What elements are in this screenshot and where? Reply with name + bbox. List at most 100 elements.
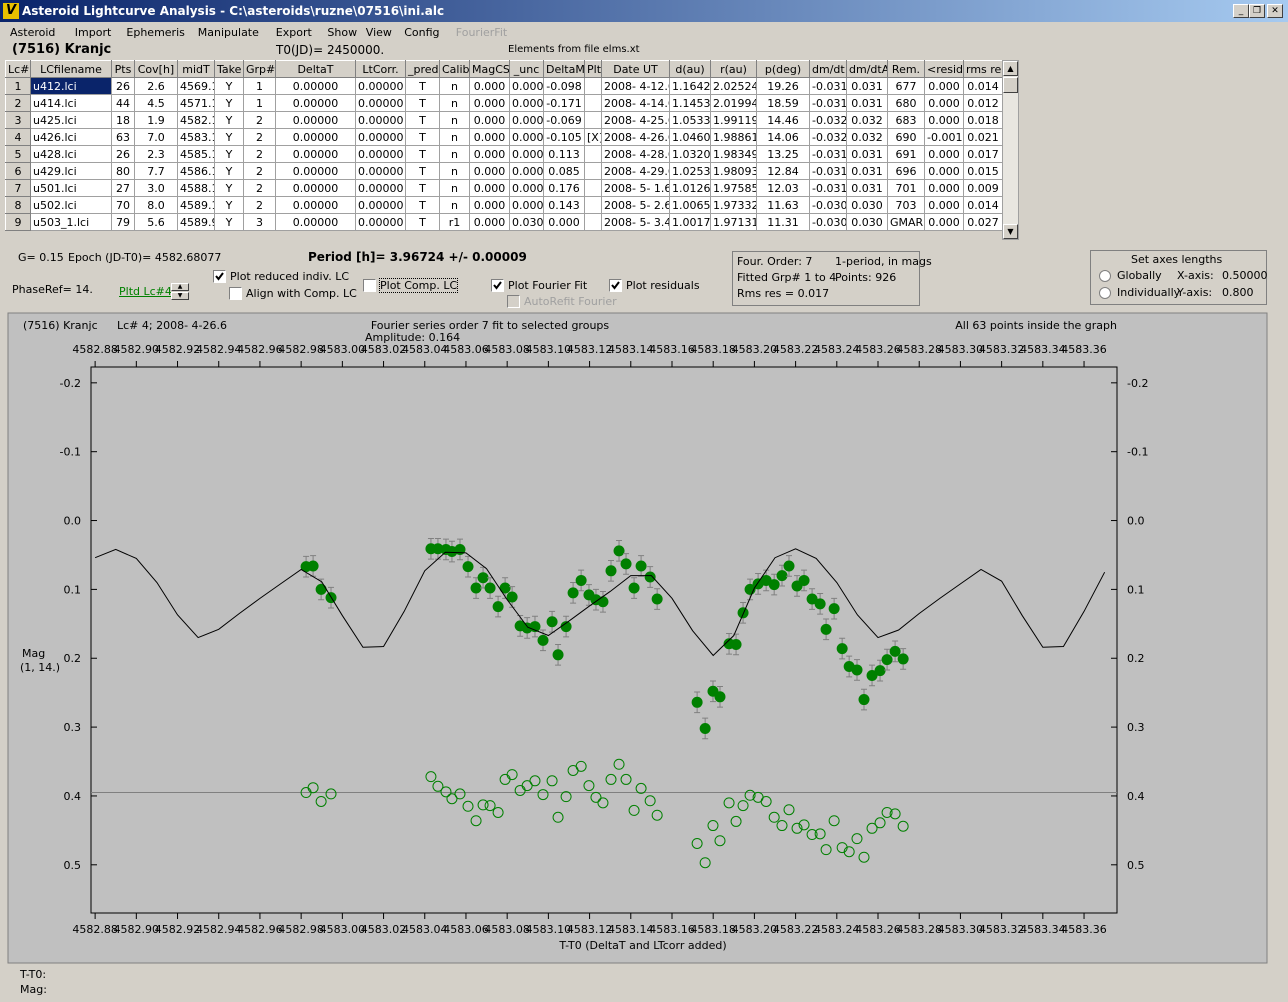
table-cell[interactable]: 4569.1 — [177, 77, 215, 95]
scroll-thumb[interactable] — [1003, 77, 1018, 93]
column-header[interactable]: LtCorr. — [355, 60, 406, 78]
table-cell[interactable]: 4583.1 — [177, 128, 215, 146]
table-cell[interactable]: 2008- 4-25.6 — [601, 111, 670, 129]
table-cell[interactable]: 14.06 — [756, 128, 810, 146]
table-cell[interactable]: n — [439, 128, 470, 146]
table-cell[interactable]: Y — [214, 162, 244, 180]
table-cell[interactable]: Y — [214, 77, 244, 95]
column-header[interactable]: Cov[h] — [134, 60, 178, 78]
table-cell[interactable]: 0.014 — [963, 196, 1003, 214]
table-cell[interactable]: 1.9 — [134, 111, 178, 129]
table-cell[interactable]: 0.000 — [469, 94, 510, 112]
row-header[interactable]: 9 — [5, 213, 31, 231]
table-cell[interactable]: 0.000 — [509, 111, 544, 129]
table-cell[interactable]: 2008- 4-12.6 — [601, 77, 670, 95]
table-cell[interactable]: 4586.1 — [177, 162, 215, 180]
table-cell[interactable]: 0.00000 — [275, 77, 356, 95]
table-cell[interactable]: 0.012 — [963, 94, 1003, 112]
column-header[interactable]: Plt — [584, 60, 602, 78]
table-cell[interactable]: [X] — [584, 128, 602, 146]
table-cell[interactable]: 0.000 — [924, 213, 964, 231]
table-cell[interactable]: u501.lci — [30, 179, 112, 197]
table-cell[interactable]: 1.98861 — [710, 128, 757, 146]
table-cell[interactable]: 0.00000 — [355, 213, 406, 231]
table-cell[interactable]: 0.000 — [469, 145, 510, 163]
table-cell[interactable]: T — [405, 179, 440, 197]
table-cell[interactable]: -0.031 — [809, 145, 847, 163]
table-cell[interactable]: Y — [214, 94, 244, 112]
menu-item[interactable]: View — [365, 26, 392, 39]
table-cell[interactable]: 0.00000 — [355, 94, 406, 112]
column-header[interactable]: MagCS — [469, 60, 510, 78]
checkbox-label[interactable]: Align with Comp. LC — [246, 287, 357, 300]
table-cell[interactable]: 18 — [111, 111, 135, 129]
table-cell[interactable]: 1.16425 — [669, 77, 711, 95]
column-header[interactable]: r(au) — [710, 60, 757, 78]
table-cell[interactable]: -0.031 — [809, 77, 847, 95]
table-cell[interactable]: n — [439, 196, 470, 214]
row-header[interactable]: 3 — [5, 111, 31, 129]
table-cell[interactable]: 0.00000 — [355, 179, 406, 197]
table-cell[interactable]: 26 — [111, 77, 135, 95]
table-cell[interactable]: -0.069 — [543, 111, 585, 129]
table-cell[interactable]: 0.000 — [509, 128, 544, 146]
table-cell[interactable]: u503_1.lci — [30, 213, 112, 231]
table-cell[interactable]: 0.00000 — [355, 77, 406, 95]
table-cell[interactable]: Y — [214, 179, 244, 197]
table-cell[interactable]: 2008- 4-29.6 — [601, 162, 670, 180]
table-cell[interactable]: Y — [214, 128, 244, 146]
table-cell[interactable]: 3 — [243, 213, 276, 231]
table-cell[interactable] — [584, 111, 602, 129]
radio-label[interactable]: Individually — [1117, 286, 1181, 299]
table-cell[interactable]: 1.05333 — [669, 111, 711, 129]
table-row[interactable]: 1u412.lci262.64569.1Y10.000000.00000Tn0.… — [5, 77, 1003, 95]
column-header[interactable]: Pts — [111, 60, 135, 78]
menu-item[interactable]: Manipulate — [197, 26, 259, 39]
table-cell[interactable]: 0.000 — [469, 213, 510, 231]
table-cell[interactable]: 0.032 — [846, 128, 888, 146]
table-cell[interactable]: 4582.1 — [177, 111, 215, 129]
table-cell[interactable]: 0.00000 — [355, 128, 406, 146]
table-cell[interactable]: T — [405, 77, 440, 95]
table-cell[interactable]: 26 — [111, 145, 135, 163]
table-cell[interactable]: -0.031 — [809, 162, 847, 180]
table-row[interactable]: 9u503_1.lci795.64589.9Y30.000000.00000Tr… — [5, 213, 1003, 231]
table-cell[interactable]: 0.00000 — [275, 94, 356, 112]
table-cell[interactable]: 1.97585 — [710, 179, 757, 197]
table-cell[interactable]: -0.032 — [809, 128, 847, 146]
table-cell[interactable]: 18.59 — [756, 94, 810, 112]
lc-spinner[interactable]: ▲ ▼ — [171, 283, 189, 300]
table-cell[interactable]: 1.04605 — [669, 128, 711, 146]
table-cell[interactable]: 4585.1 — [177, 145, 215, 163]
table-cell[interactable]: 0.009 — [963, 179, 1003, 197]
table-cell[interactable]: 0.00000 — [275, 196, 356, 214]
column-header[interactable]: Lc# — [5, 60, 31, 78]
table-cell[interactable]: 2 — [243, 145, 276, 163]
table-cell[interactable]: 2 — [243, 179, 276, 197]
table-cell[interactable]: 0.000 — [469, 111, 510, 129]
table-cell[interactable]: 680 — [887, 94, 925, 112]
table-cell[interactable] — [584, 179, 602, 197]
table-cell[interactable]: u429.lci — [30, 162, 112, 180]
table-cell[interactable]: 0.00000 — [355, 111, 406, 129]
table-cell[interactable]: 2008- 5- 2.6 — [601, 196, 670, 214]
menu-item[interactable]: FourierFit — [455, 26, 508, 39]
table-cell[interactable]: 0.018 — [963, 111, 1003, 129]
table-cell[interactable]: 1.01260 — [669, 179, 711, 197]
table-scrollbar[interactable]: ▲ ▼ — [1002, 60, 1019, 240]
column-header[interactable]: Rem. — [887, 60, 925, 78]
table-cell[interactable]: 0.000 — [469, 77, 510, 95]
table-cell[interactable]: 2 — [243, 196, 276, 214]
table-row[interactable]: 4u426.lci637.04583.1Y20.000000.00000Tn0.… — [5, 128, 1003, 146]
table-cell[interactable]: 677 — [887, 77, 925, 95]
table-cell[interactable]: 690 — [887, 128, 925, 146]
column-header[interactable]: midT — [177, 60, 215, 78]
table-cell[interactable]: 1.03208 — [669, 145, 711, 163]
table-cell[interactable]: 0.031 — [846, 94, 888, 112]
radio-label[interactable]: Globally — [1117, 269, 1162, 282]
table-cell[interactable]: 0.017 — [963, 145, 1003, 163]
table-cell[interactable]: 691 — [887, 145, 925, 163]
table-cell[interactable]: T — [405, 162, 440, 180]
table-cell[interactable]: 0.113 — [543, 145, 585, 163]
table-cell[interactable]: 0.00000 — [275, 162, 356, 180]
